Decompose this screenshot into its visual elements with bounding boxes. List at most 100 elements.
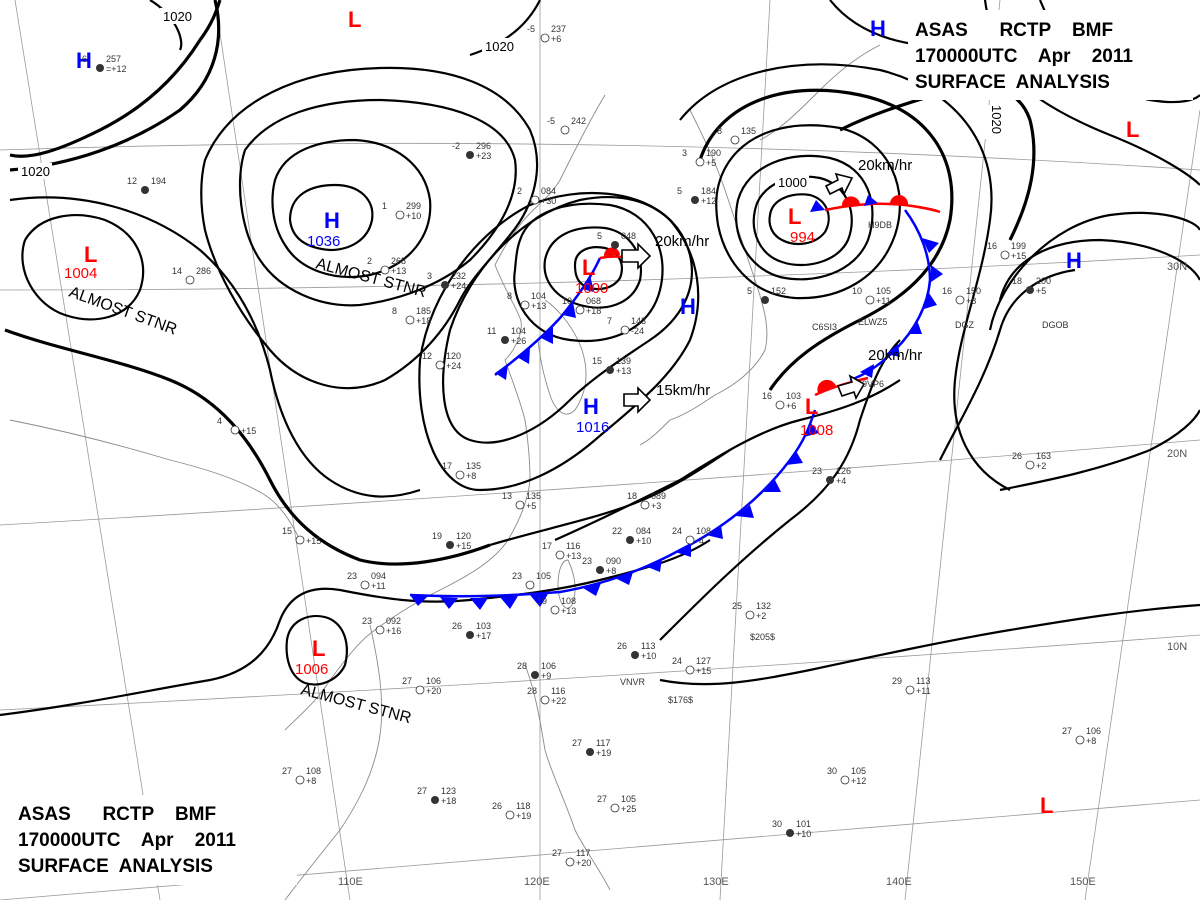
- station-circle: [295, 535, 305, 545]
- isobar-1016-east: [679, 63, 1011, 491]
- station-circle: [380, 265, 390, 275]
- movement-arrow: [621, 242, 652, 270]
- isobar-1008-low-a: [513, 202, 664, 342]
- isobar-label: 1000: [778, 175, 807, 190]
- station-plot: 15 +15: [282, 526, 321, 546]
- lat-label: 10N: [1167, 641, 1187, 653]
- station-plot: -2 296+23: [452, 141, 491, 161]
- station-pressure: 106: [541, 661, 556, 671]
- station-tendency: +4: [836, 476, 846, 486]
- warm-front-bump: [890, 194, 909, 205]
- station-temp: 17: [542, 541, 552, 551]
- station-circle: [905, 685, 915, 695]
- station-pressure: 123: [441, 786, 456, 796]
- station-plot: 3 232+24: [427, 271, 466, 291]
- station-circle: [620, 325, 630, 335]
- station-circle: [96, 64, 104, 72]
- station-circle: [691, 196, 699, 204]
- isobar-1024-east: [988, 211, 1200, 331]
- isobar-1012-low-a: [442, 196, 693, 444]
- coast-himalaya: [9, 419, 301, 541]
- station-circle: [395, 210, 405, 220]
- station-plot: 19 120+15: [432, 531, 471, 551]
- cold-front-barb: [786, 451, 803, 465]
- station-temp: 27: [552, 848, 562, 858]
- meridian-130e: [719, 0, 771, 900]
- movement-arrows: 20km/hr 20km/hr 15km/hr 20km/hr: [621, 157, 922, 414]
- warm-front-bump: [817, 379, 836, 393]
- cold-front-barb: [763, 480, 781, 492]
- ship-id: DGOB: [1042, 320, 1069, 330]
- high-ne: H: [870, 16, 886, 41]
- parallel-40n: [0, 142, 1200, 171]
- movement-arrow: [824, 172, 854, 197]
- station-circle: [626, 536, 634, 544]
- station-circle: [685, 535, 695, 545]
- station-circle: [441, 281, 449, 289]
- lon-label: 110E: [338, 876, 363, 888]
- station-pressure: 242: [571, 116, 586, 126]
- station-plot: 17 116+13: [542, 541, 581, 561]
- station-temp: 15: [592, 356, 602, 366]
- station-circle: [640, 500, 650, 510]
- station-plot: 28 116+22: [527, 686, 566, 706]
- station-temp: 16: [762, 391, 772, 401]
- station-tendency: +2: [756, 611, 766, 621]
- station-circle: [865, 295, 875, 305]
- station-pressure: 106: [426, 676, 441, 686]
- station-temp: 26: [492, 801, 502, 811]
- meridian-100e: [14, 0, 161, 900]
- station-tendency: +20: [426, 686, 441, 696]
- cold-front-barb: [563, 302, 576, 318]
- header-top: ASAS RCTP BMF 170000UTC Apr 2011 SURFACE…: [908, 10, 1193, 100]
- station-plot: 12 120+24: [422, 351, 461, 371]
- station-temp: 1: [382, 201, 387, 211]
- station-plot: 26 103+17: [452, 621, 491, 641]
- cold-front-barb: [541, 327, 553, 344]
- cold-front-barb: [864, 195, 878, 206]
- parallel-10n: [0, 634, 1200, 711]
- station-tendency: +11: [876, 296, 891, 306]
- header-line: SURFACE ANALYSIS: [915, 72, 1110, 93]
- station-tendency: +12: [701, 196, 716, 206]
- station-pressure: 068: [586, 296, 601, 306]
- station-plot: 16 150+8: [942, 286, 981, 306]
- station-tendency: +10: [636, 536, 651, 546]
- isobar-e-big: [999, 409, 1200, 492]
- station-temp: 30: [772, 819, 782, 829]
- station-pressure: 101: [796, 819, 811, 829]
- station-temp: 23: [347, 571, 357, 581]
- station-pressure: 094: [371, 571, 386, 581]
- station-circle: [531, 671, 539, 679]
- station-plot: 27 117+19: [572, 738, 611, 758]
- meridian-140e: [904, 0, 1001, 900]
- station-circle: [295, 775, 305, 785]
- high-symbol: H: [583, 394, 599, 419]
- pressure-value: 1004: [64, 265, 97, 282]
- station-tendency: +19: [596, 748, 611, 758]
- station-plot: 22 084+10: [612, 526, 651, 546]
- station-tendency: +13: [531, 301, 546, 311]
- high-east-sea: H: [680, 294, 696, 319]
- station-temp: 8: [392, 306, 397, 316]
- station-plot: 16 103+6: [762, 391, 801, 411]
- movement-speed: 15km/hr: [656, 382, 710, 399]
- isobar-ne-top: [829, 0, 921, 47]
- coastlines: [9, 44, 881, 900]
- station-temp: 18: [627, 491, 637, 501]
- station-pressure: 108: [696, 526, 711, 536]
- cold-front-barb: [582, 275, 594, 292]
- isobar-east-outer: [939, 268, 1076, 461]
- station-plot: 26 118+19: [492, 801, 531, 821]
- isobar-1008-low-b: [715, 124, 901, 300]
- station-tendency: +5: [706, 158, 716, 168]
- station-circle: [761, 296, 769, 304]
- pressure-value: 1036: [307, 233, 340, 250]
- station-pressure: 117: [576, 848, 590, 858]
- isobars: [0, 0, 1200, 717]
- station-circle: [586, 748, 594, 756]
- isobar-label: 1020: [989, 105, 1004, 134]
- high-symbol: H: [1066, 248, 1082, 273]
- low-symbol: L: [348, 7, 361, 32]
